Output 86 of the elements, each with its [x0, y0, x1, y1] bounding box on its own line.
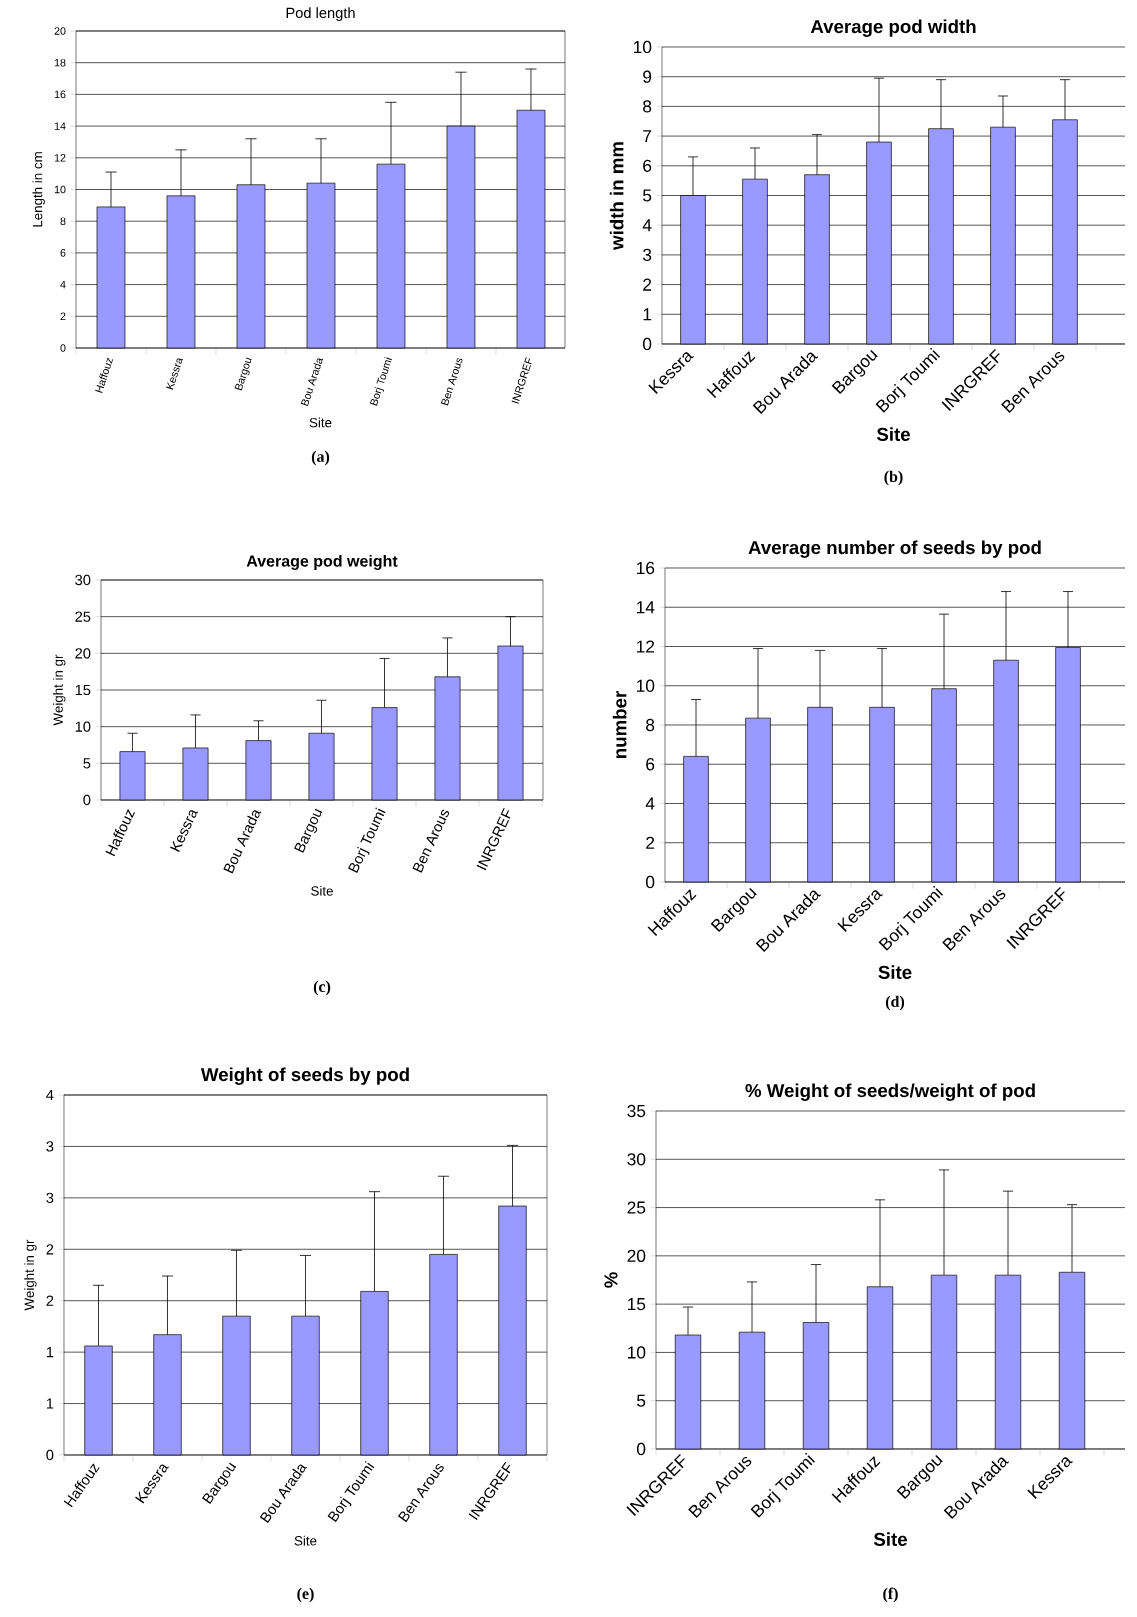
chart-title: Average number of seeds by pod [748, 540, 1041, 558]
y-tick-label: 20 [54, 27, 66, 35]
chart-title: Average pod weight [246, 554, 398, 570]
y-tick-label: 9 [643, 70, 652, 83]
y-tick-label: 8 [643, 100, 652, 113]
y-tick-label: 12 [54, 154, 66, 162]
y-tick-label: 6 [643, 159, 652, 172]
y-tick-label: 16 [636, 561, 655, 575]
y-tick-label: 20 [627, 1249, 646, 1262]
y-axis-title: number [612, 691, 627, 758]
y-tick-label: 0 [645, 875, 655, 889]
y-tick-label: 2 [60, 312, 66, 321]
y-tick-label: 4 [645, 797, 655, 810]
y-tick-label: 20 [75, 648, 91, 659]
y-tick-label: 4 [642, 219, 652, 232]
y-tick-label: 0 [60, 344, 66, 352]
x-tick-label: Haffouz [95, 357, 113, 393]
y-tick-label: 10 [636, 679, 655, 692]
y-tick-label: 0 [642, 337, 652, 351]
y-tick-label: 10 [634, 40, 652, 54]
y-axis-title: % [604, 1272, 618, 1288]
y-tick-label: 16 [54, 90, 66, 99]
y-tick-label: 4 [46, 1089, 54, 1101]
y-tick-label: 6 [646, 758, 655, 771]
y-tick-label: 10 [75, 721, 91, 732]
text: (e) [297, 1587, 314, 1603]
text: (c) [313, 980, 331, 996]
y-tick-label: 18 [54, 58, 66, 67]
x-tick-label: Kessra [166, 358, 183, 390]
y-axis-title: Length in cm [32, 152, 45, 227]
y-tick-label: 30 [75, 574, 91, 586]
y-tick-label: 12 [636, 640, 655, 653]
y-tick-label: 8 [646, 718, 655, 732]
y-tick-label: 0 [83, 794, 91, 806]
x-axis-title: Site [311, 885, 333, 896]
y-tick-label: 35 [627, 1104, 646, 1118]
y-tick-label: 0 [636, 1442, 646, 1456]
y-tick-label: 2 [643, 278, 652, 291]
y-tick-label: 1 [643, 308, 652, 321]
x-tick-label: Borj Toumi [369, 356, 392, 406]
y-tick-label: 15 [75, 684, 91, 696]
y-tick-label: 7 [643, 130, 652, 143]
y-tick-label: 8 [60, 217, 66, 225]
y-tick-label: 14 [636, 601, 655, 614]
x-axis-title: Site [309, 417, 332, 428]
y-tick-label: 2 [46, 1244, 54, 1255]
text: (b) [884, 470, 903, 486]
x-axis-title: Site [878, 965, 912, 979]
y-tick-label: 2 [46, 1295, 54, 1306]
y-tick-label: 5 [643, 189, 652, 202]
x-tick-label: Bou Arada [300, 358, 324, 407]
y-axis-title: Weight in gr [53, 654, 66, 726]
y-tick-label: 10 [54, 185, 66, 194]
chart-title: Pod length [286, 7, 355, 21]
y-tick-label: 2 [646, 836, 655, 849]
y-tick-label: 30 [627, 1153, 646, 1166]
text: (f) [883, 1587, 898, 1603]
y-tick-label: 1 [46, 1347, 54, 1358]
y-axis-title: width in mm [609, 142, 624, 250]
y-tick-label: 1 [46, 1398, 54, 1409]
chart-title: % Weight of seeds/weight of pod [745, 1083, 1035, 1101]
y-tick-label: 5 [83, 758, 91, 769]
y-tick-label: 14 [54, 122, 66, 130]
x-tick-label: Bou Arada [223, 810, 262, 874]
text: (d) [885, 995, 905, 1011]
y-tick-label: 25 [627, 1201, 646, 1214]
y-tick-label: 3 [642, 248, 652, 262]
x-axis-title: Site [873, 1532, 907, 1546]
x-tick-label: Ben Arous [440, 358, 463, 406]
y-tick-label: 5 [637, 1394, 646, 1407]
y-tick-label: 3 [46, 1141, 54, 1152]
chart-title: Weight of seeds by pod [200, 1067, 409, 1085]
x-tick-label: Bargou [234, 357, 252, 391]
y-tick-label: 6 [60, 249, 66, 257]
y-tick-label: 3 [46, 1192, 54, 1204]
chart-title: Average pod width [810, 19, 976, 37]
x-axis-title: Site [294, 1535, 317, 1546]
y-axis-title: Weight in gr [24, 1239, 37, 1311]
x-tick-label: Ben Arous [412, 809, 450, 873]
y-tick-label: 10 [627, 1346, 646, 1359]
y-tick-label: 4 [60, 280, 66, 289]
y-tick-label: 15 [627, 1298, 646, 1311]
text: (a) [311, 450, 330, 466]
y-tick-label: 0 [46, 1449, 54, 1461]
y-tick-label: 25 [75, 611, 91, 622]
x-axis-title: Site [876, 427, 910, 441]
